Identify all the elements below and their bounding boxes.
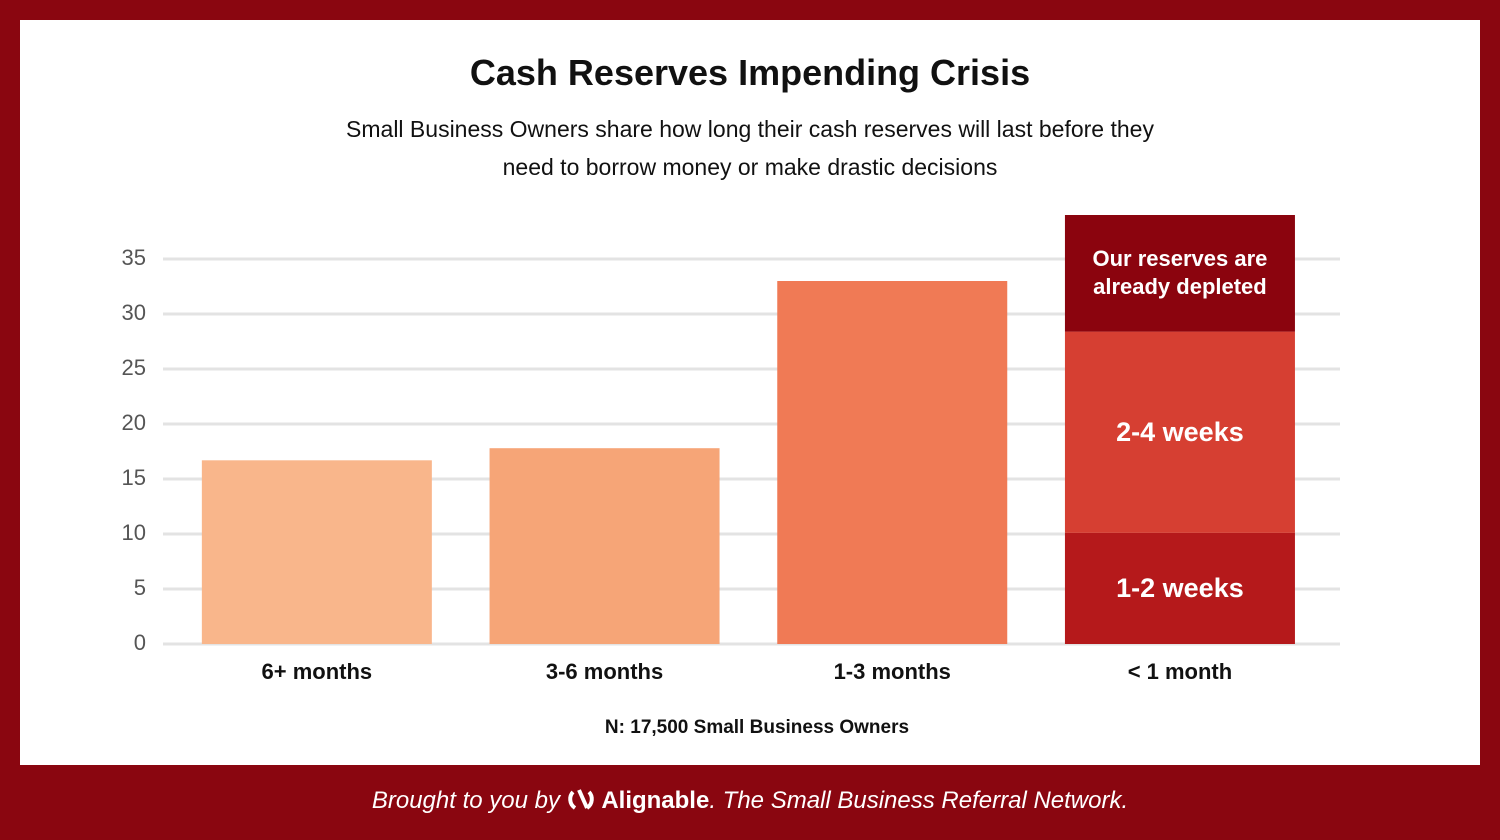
bar-segment	[1064, 215, 1295, 332]
y-tick-label: 5	[134, 575, 146, 600]
bar-segment	[777, 281, 1008, 644]
x-tick-label: 1-3 months	[834, 659, 951, 684]
x-tick-label: 3-6 months	[546, 659, 663, 684]
y-tick-label: 35	[122, 245, 146, 270]
footer-prefix: Brought to you by	[371, 787, 560, 814]
segment-label-box: 1-2 weeks	[1116, 573, 1244, 604]
segment-label-box: 2-4 weeks	[1116, 417, 1244, 448]
bar-segment	[489, 448, 720, 644]
chart-subtitle: Small Business Owners share how long the…	[346, 116, 1154, 180]
x-tick-label: 6+ months	[262, 659, 373, 684]
footer-brand: Alignable	[601, 787, 710, 814]
x-tick-label: < 1 month	[1128, 659, 1233, 684]
segment-label: Our reserves are already depleted	[1092, 246, 1268, 300]
chart-title: Cash Reserves Impending Crisis	[469, 52, 1031, 93]
y-tick-label: 30	[122, 300, 146, 325]
y-tick-label: 20	[122, 410, 146, 435]
brand-logo	[567, 789, 594, 810]
y-tick-label: 15	[122, 465, 146, 490]
bar-segment	[1064, 532, 1295, 644]
footer-suffix: . The Small Business Referral Network.	[709, 787, 1129, 814]
chart-note: N: 17,500 Small Business Owners	[605, 717, 909, 738]
segment-label: 1-2 weeks	[1116, 573, 1244, 604]
bar-segment	[1064, 331, 1295, 533]
footer: Brought to you by Alignable. The Small B…	[0, 784, 1500, 815]
segment-label-box: Our reserves are already depleted	[1092, 246, 1268, 300]
segment-label: 2-4 weeks	[1116, 417, 1244, 448]
bar-segment	[201, 460, 432, 644]
y-tick-label: 25	[122, 355, 146, 380]
y-tick-label: 10	[122, 520, 146, 545]
y-tick-label: 0	[134, 630, 146, 655]
